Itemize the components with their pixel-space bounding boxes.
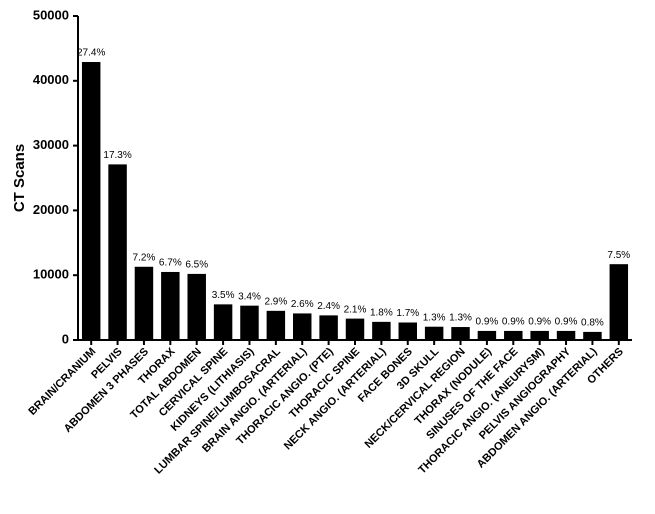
bar [345, 318, 365, 340]
bar [266, 310, 286, 340]
value-label: 0.8% [581, 318, 604, 329]
bar [530, 330, 549, 340]
value-label: 3.5% [212, 290, 235, 301]
value-label: 6.7% [159, 258, 182, 269]
y-tick-label: 50000 [33, 7, 69, 22]
value-label: 2.1% [344, 304, 367, 315]
y-tick-label: 10000 [33, 267, 69, 282]
value-label: 17.3% [103, 150, 131, 161]
y-tick-label: 40000 [33, 72, 69, 87]
value-label: 0.9% [502, 317, 525, 328]
y-tick-label: 20000 [33, 202, 69, 217]
value-label: 0.9% [528, 317, 551, 328]
bar [213, 304, 233, 340]
y-tick-label: 0 [62, 331, 69, 346]
bar [240, 305, 259, 340]
bar [451, 327, 470, 340]
bar [504, 330, 523, 340]
value-label: 2.6% [291, 299, 314, 310]
value-label: 7.5% [607, 250, 630, 261]
value-label: 6.5% [185, 260, 208, 271]
value-label: 1.3% [449, 313, 472, 324]
bar [134, 266, 154, 340]
y-tick-label: 30000 [33, 137, 69, 152]
bar [424, 326, 444, 340]
value-label: 3.4% [238, 291, 261, 302]
bar [187, 273, 206, 340]
bar [556, 330, 576, 340]
bar [609, 264, 629, 340]
value-label: 2.4% [317, 301, 340, 312]
bar [161, 271, 180, 340]
value-label: 0.9% [555, 317, 578, 328]
value-label: 0.9% [476, 317, 499, 328]
bar [477, 330, 497, 340]
bar [81, 62, 101, 341]
bar [108, 164, 127, 340]
bar [583, 331, 602, 340]
bar [372, 321, 391, 340]
value-label: 1.8% [370, 307, 393, 318]
bar [398, 322, 417, 340]
value-label: 7.2% [133, 252, 156, 263]
value-label: 1.7% [396, 308, 419, 319]
value-label: 2.9% [264, 296, 287, 307]
bar [293, 313, 312, 340]
value-label: 27.4% [77, 48, 105, 59]
bar [319, 315, 338, 340]
y-axis-title: CT Scans [11, 144, 28, 212]
value-label: 1.3% [423, 312, 446, 323]
